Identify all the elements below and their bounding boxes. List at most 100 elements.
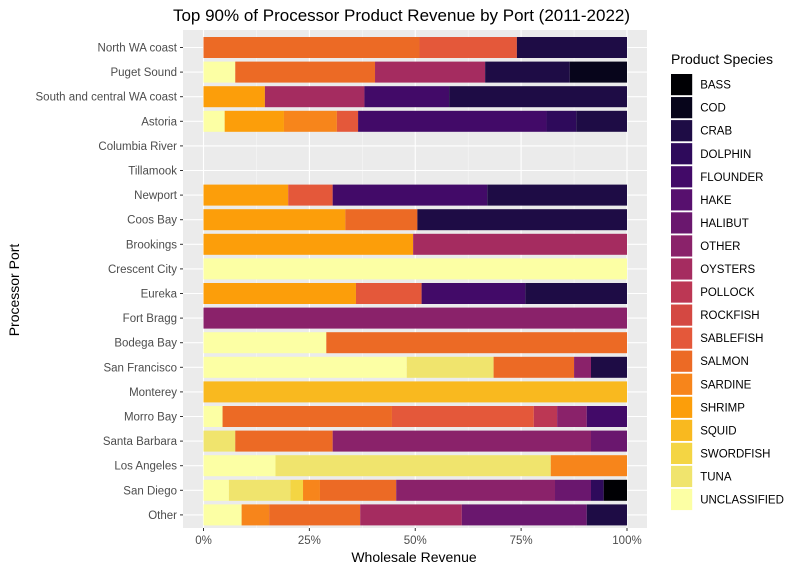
bar-segment-unclassified [203, 504, 242, 526]
legend-label: SWORDFISH [700, 448, 770, 460]
bar-segment-sardine [283, 110, 337, 132]
bar-segment-other [396, 479, 556, 501]
bar-segment-salmon [345, 209, 418, 231]
bar-segment-pollock [533, 406, 558, 427]
legend-key-rockfish [671, 304, 693, 326]
legend-label: UNCLASSIFIED [700, 495, 784, 507]
y-tick-label: South and central WA coast [36, 92, 178, 104]
bar-segment-tuna [406, 356, 494, 378]
legend-key-tuna [671, 465, 693, 488]
legend-label: SHRIMP [700, 402, 745, 414]
bar-segment-tuna [228, 479, 291, 501]
bar-segment-cod [569, 61, 627, 83]
bar-segment-crab [525, 283, 627, 304]
bar-segment-shrimp [203, 184, 289, 206]
bar-segment-unclassified [203, 455, 276, 477]
bar-segment-unclassified [203, 61, 236, 83]
bar-segment-unclassified [203, 332, 327, 354]
bar-segment-sablefish [288, 184, 333, 206]
bar-segment-dolphin [546, 110, 577, 132]
y-tick-label: Fort Bragg [123, 313, 177, 325]
y-tick-label: North WA coast [98, 43, 178, 55]
bar-segment-crab [576, 110, 627, 132]
legend-label: OTHER [700, 241, 740, 253]
legend-key-halibut [671, 212, 693, 234]
legend-key-other [671, 235, 693, 257]
legend-label: FLOUNDER [700, 172, 763, 184]
bar-segment-flounder [421, 283, 526, 304]
y-tick-label: Astoria [141, 116, 177, 128]
bar-segment-sablefish [355, 283, 422, 304]
bar-segment-tuna [203, 430, 236, 452]
bar-segment-tuna [275, 455, 551, 477]
y-tick-label: Los Angeles [114, 461, 177, 473]
bar-segment-shrimp [203, 283, 356, 304]
x-tick-label: 50% [404, 535, 427, 547]
y-tick-label: Tillamook [128, 166, 177, 178]
bar-segment-sablefish [391, 406, 534, 427]
chart-title: Top 90% of Processor Product Revenue by … [172, 6, 631, 25]
bar-segment-crab [516, 37, 627, 58]
x-tick-label: 0% [195, 535, 212, 547]
legend-key-sablefish [671, 327, 693, 349]
bar-segment-other [574, 356, 592, 378]
bar-segment-oysters [264, 86, 365, 108]
legend-label: SARDINE [700, 379, 751, 391]
legend-label: POLLOCK [700, 287, 755, 299]
legend-key-pollock [671, 281, 693, 303]
bar-segment-salmon [493, 356, 575, 378]
bar-segment-sablefish [419, 37, 517, 58]
legend-label: SALMON [700, 356, 749, 368]
bar-segment-oysters [375, 61, 486, 83]
legend-key-squid [671, 419, 693, 441]
y-tick-label: San Francisco [103, 362, 177, 374]
legend-label: SQUID [700, 425, 736, 437]
bar-segment-crab [487, 184, 627, 206]
legend-label: SABLEFISH [700, 333, 763, 345]
y-tick-label: Santa Barbara [103, 436, 178, 448]
y-tick-label: Crescent City [108, 264, 177, 276]
legend-label: TUNA [700, 471, 732, 483]
bar-segment-salmon [235, 430, 333, 452]
legend-label: DOLPHIN [700, 149, 751, 161]
x-tick-label: 100% [612, 535, 641, 547]
y-tick-label: Coos Bay [127, 215, 177, 227]
bar-segment-flounder [332, 184, 488, 206]
bar-segment-halibut [461, 504, 587, 526]
bar-segment-sardine [241, 504, 270, 526]
legend-key-bass [671, 74, 693, 96]
bar-segment-flounder [364, 86, 450, 108]
legend-key-crab [671, 120, 693, 142]
bar-segment-flounder [358, 110, 547, 132]
y-tick-label: Other [148, 510, 177, 522]
bar-segment-dolphin [591, 479, 604, 501]
bar-segment-salmon [326, 332, 627, 354]
bar-segment-sablefish [336, 110, 359, 132]
y-tick-label: Columbia River [98, 141, 177, 153]
bar-segment-salmon [319, 479, 397, 501]
bar-segment-salmon [235, 61, 376, 83]
bar-segment-sardine [303, 479, 320, 501]
bar-segment-squid [203, 381, 627, 403]
bar-segment-halibut [591, 430, 627, 452]
legend-label: BASS [700, 80, 731, 92]
legend-label: HAKE [700, 195, 732, 207]
bar-segment-shrimp [224, 110, 284, 132]
x-tick-label: 75% [510, 535, 533, 547]
legend-title: Product Species [671, 51, 773, 67]
bar-segment-unclassified [203, 356, 407, 378]
legend-label: CRAB [700, 126, 732, 138]
legend-key-flounder [671, 166, 693, 188]
bar-segment-oysters [360, 504, 462, 526]
bar-segment-unclassified [203, 110, 225, 132]
y-tick-label: Bodega Bay [114, 338, 177, 350]
legend-key-dolphin [671, 143, 693, 165]
x-axis: 0% 25% 50% 75% 100% [195, 528, 642, 547]
legend-label: OYSTERS [700, 264, 755, 276]
y-axis: North WA coast Puget Sound South and centr… [36, 43, 183, 522]
bar-segment-bass [603, 479, 627, 501]
plot-panel [183, 30, 647, 528]
y-tick-label: Monterey [129, 387, 177, 399]
legend-key-cod [671, 97, 693, 119]
